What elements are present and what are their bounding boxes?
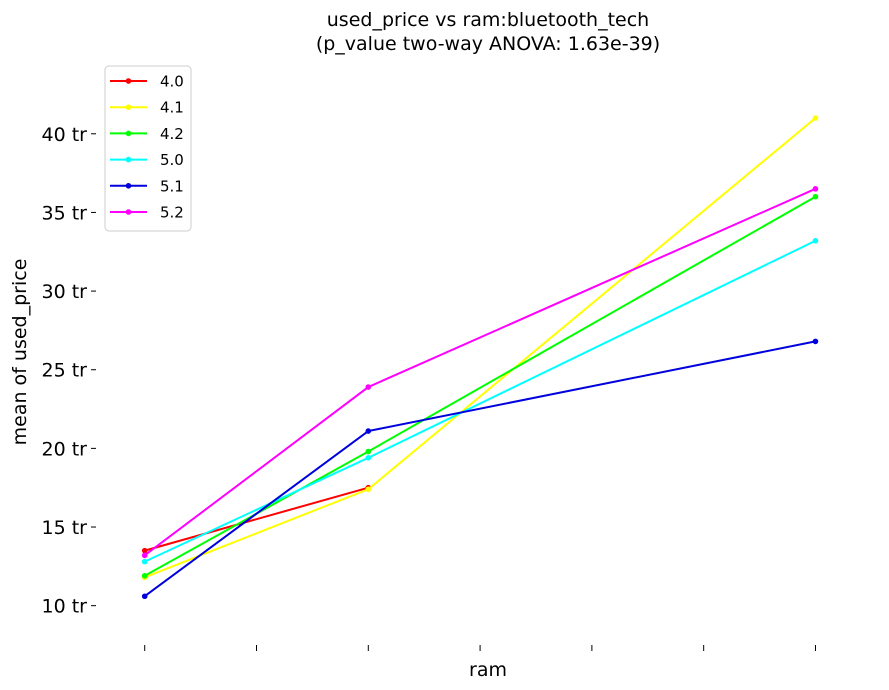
data-point xyxy=(365,455,372,461)
y-tick-label: 35 tr xyxy=(42,202,88,224)
data-point xyxy=(812,237,819,244)
legend-label: 4.1 xyxy=(160,99,184,117)
data-point xyxy=(141,552,148,559)
series-4-1 xyxy=(141,115,819,581)
y-tick-label: 15 tr xyxy=(42,517,88,539)
y-axis-ticks: 10 tr 15 tr 20 tr 25 tr 30 tr 35 tr 40 tr xyxy=(42,124,96,618)
chart-title-line-2: (p_value two-way ANOVA: 1.63e-39) xyxy=(316,33,660,55)
legend-label: 5.1 xyxy=(160,177,184,195)
series-line xyxy=(144,117,817,579)
series-line xyxy=(144,239,816,563)
series-line xyxy=(144,486,369,552)
y-tick-label: 10 tr xyxy=(42,596,88,618)
series-layer xyxy=(141,115,819,600)
data-point xyxy=(365,384,372,390)
data-point xyxy=(812,186,819,192)
series-line xyxy=(144,340,816,598)
series-4-0 xyxy=(141,484,372,554)
y-tick-label: 25 tr xyxy=(42,360,88,382)
data-point xyxy=(141,558,148,565)
series-4-2 xyxy=(141,193,819,579)
series-line xyxy=(144,187,816,557)
y-tick-label: 40 tr xyxy=(42,124,88,146)
legend-label: 5.0 xyxy=(160,151,184,169)
series-line xyxy=(144,195,816,577)
series-5-0 xyxy=(141,237,819,565)
data-point xyxy=(141,593,148,600)
data-point xyxy=(812,338,819,345)
data-point xyxy=(812,193,819,200)
legend: 4.0 4.1 4.2 5.0 5.1 5.2 xyxy=(104,65,192,232)
legend-marker xyxy=(125,78,132,84)
y-tick-label: 30 tr xyxy=(42,281,88,303)
series-5-2 xyxy=(141,186,819,559)
legend-marker xyxy=(125,183,132,189)
legend-marker xyxy=(125,156,132,163)
y-axis-label: mean of used_price xyxy=(9,259,31,446)
legend-label: 5.2 xyxy=(160,204,184,222)
series-5-1 xyxy=(141,338,819,600)
data-point xyxy=(141,572,148,579)
legend-marker xyxy=(125,130,132,137)
data-point xyxy=(365,448,372,455)
x-axis-ticks xyxy=(144,645,816,651)
data-point xyxy=(812,115,819,121)
data-point xyxy=(365,486,372,493)
legend-label: 4.0 xyxy=(160,73,184,91)
legend-label: 4.2 xyxy=(160,125,184,143)
y-tick-label: 20 tr xyxy=(42,438,88,460)
data-point xyxy=(365,428,372,434)
legend-marker xyxy=(125,209,132,215)
chart-title-line-1: used_price vs ram:bluetooth_tech xyxy=(327,9,649,31)
data-point xyxy=(141,547,148,554)
x-axis-label: ram xyxy=(469,659,507,681)
legend-marker xyxy=(125,104,132,110)
